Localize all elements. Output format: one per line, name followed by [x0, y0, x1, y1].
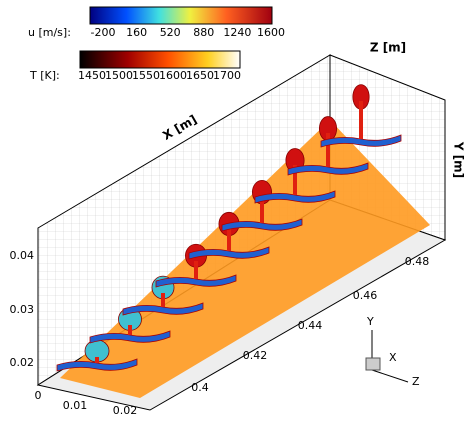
- colorbar-tick-label: 1550: [132, 69, 160, 82]
- z-tick-label: 0.48: [405, 255, 430, 268]
- x-tick-label: 0.02: [113, 404, 138, 417]
- stem: [95, 357, 99, 363]
- x-tick-label: 0.01: [63, 399, 88, 412]
- colorbar-tick-label: 520: [160, 26, 181, 39]
- z-tick-label: 0.44: [298, 319, 323, 332]
- colorbar-tick-label: 1600: [257, 26, 285, 39]
- y-tick-label: 0.04: [10, 249, 35, 262]
- slices: [56, 84, 402, 372]
- slice: [56, 358, 138, 372]
- slice: [155, 274, 237, 288]
- colorbar-tick-label: 1600: [159, 69, 187, 82]
- y-tick-label: 0.02: [10, 356, 35, 369]
- colorbar-label: T [K]:: [29, 69, 60, 82]
- y-tick-label: 0.03: [10, 303, 35, 316]
- triad: Y X Z: [365, 315, 420, 388]
- slice: [287, 162, 369, 176]
- stem: [227, 229, 231, 251]
- colorbar-tick-label: 1240: [223, 26, 251, 39]
- stem: [161, 293, 165, 307]
- colorbar-label: u [m/s]:: [28, 26, 71, 39]
- colorbar-tick-label: 1450: [78, 69, 106, 82]
- colorbar-tick-label: -200: [91, 26, 116, 39]
- colorbar-tick-label: 160: [126, 26, 147, 39]
- u-colorbar: [89, 6, 273, 25]
- t-colorbar: [79, 50, 241, 69]
- slice: [221, 218, 303, 232]
- z-tick-label: 0.4: [191, 381, 209, 394]
- z-tick-label: 0.46: [353, 289, 378, 302]
- slice: [320, 134, 402, 148]
- triad-label: Y: [366, 315, 374, 328]
- slice: [254, 190, 336, 204]
- stem: [293, 165, 297, 195]
- stem: [128, 325, 132, 335]
- temperature-field: [60, 120, 430, 398]
- stem: [326, 133, 330, 167]
- x-tick-label: 0: [35, 389, 42, 402]
- colorbar-tick-label: 1500: [105, 69, 133, 82]
- stem: [194, 261, 198, 279]
- slice: [89, 330, 171, 344]
- colorbar-tick-label: 1700: [213, 69, 241, 82]
- colorbar-tick-label: 880: [193, 26, 214, 39]
- triad-label: X: [389, 351, 397, 364]
- stem: [260, 197, 264, 223]
- z-tick-label: 0.42: [243, 349, 268, 362]
- slice: [188, 246, 270, 260]
- slice: [122, 302, 204, 316]
- axis-label: Z [m]: [370, 41, 406, 55]
- stem: [359, 101, 363, 139]
- axis-label: Y [m]: [452, 141, 466, 178]
- colorbar-tick-label: 1650: [186, 69, 214, 82]
- triad-label: Z: [412, 375, 420, 388]
